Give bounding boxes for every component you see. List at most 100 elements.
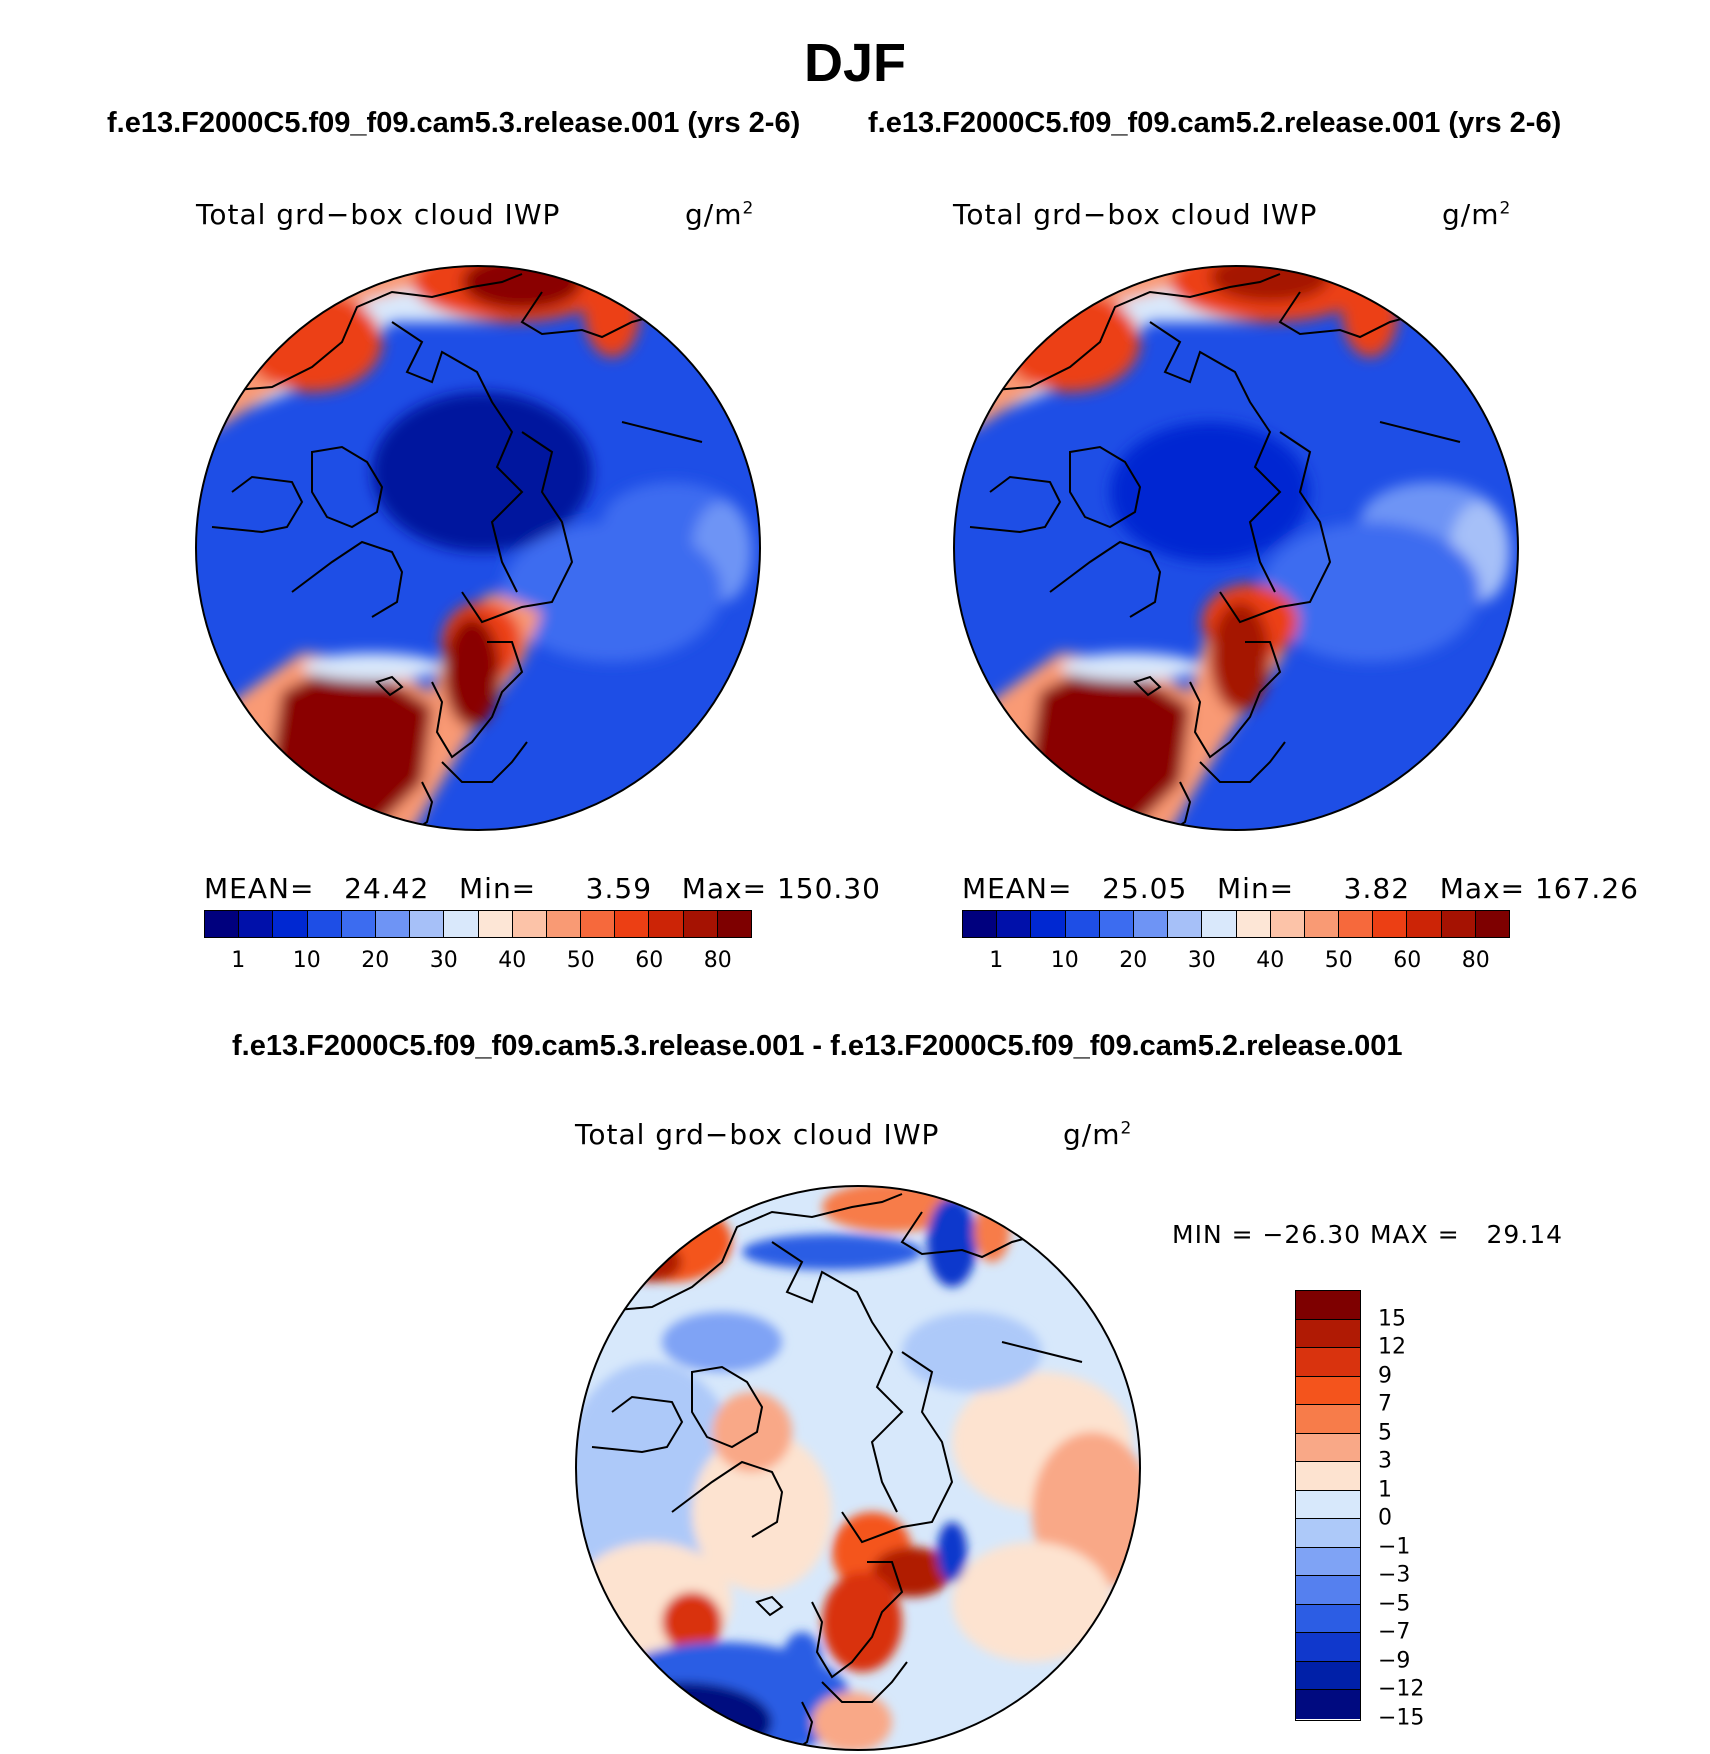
colorbar-tick-label: 15	[1378, 1306, 1406, 1331]
panel1-variable: Total grd−box cloud IWP	[196, 198, 561, 231]
colorbar-tick-label: 7	[1378, 1391, 1392, 1417]
colorbar-swatch	[1236, 911, 1271, 937]
colorbar-tick-label: 3	[1378, 1448, 1392, 1474]
colorbar-tick-label: 60	[1393, 948, 1422, 973]
colorbar-swatch	[307, 911, 342, 937]
colorbar-swatch	[1296, 1433, 1360, 1462]
colorbar-tick-label: 20	[361, 948, 390, 973]
colorbar-swatch	[1296, 1490, 1360, 1519]
colorbar-swatch	[1475, 911, 1509, 937]
colorbar-swatch	[444, 911, 479, 937]
colorbar-difference	[1295, 1290, 1361, 1721]
figure-title: DJF	[803, 33, 906, 93]
colorbar-swatch	[1202, 911, 1237, 937]
colorbar-swatch	[1296, 1661, 1360, 1690]
colorbar-swatch	[717, 911, 751, 937]
colorbar-tick-label: −12	[1378, 1676, 1425, 1702]
map-field	[576, 1186, 1140, 1750]
map-field	[196, 266, 760, 830]
colorbar-swatch	[1031, 911, 1066, 937]
colorbar-swatch	[649, 911, 684, 937]
colorbar-swatch	[615, 911, 650, 937]
colorbar-swatch	[1407, 911, 1442, 937]
colorbar-swatch	[1270, 911, 1305, 937]
colorbar-tick-label: 30	[1187, 948, 1216, 973]
polar-map-cam52	[953, 265, 1519, 831]
colorbar-tick-label: 1	[1378, 1477, 1392, 1502]
colorbar-swatch	[1339, 911, 1374, 937]
colorbar-swatch	[410, 911, 445, 937]
colorbar-tick-label: −3	[1378, 1562, 1411, 1588]
colorbar-swatch	[239, 911, 274, 937]
colorbar-tick-label: 1	[231, 948, 246, 973]
colorbar-tick-label: 5	[1378, 1420, 1392, 1445]
colorbar-swatch	[581, 911, 616, 937]
colorbar-swatch	[1373, 911, 1408, 937]
colorbar-tick-label: 0	[1378, 1505, 1392, 1531]
colorbar-tick-label: 10	[1050, 948, 1079, 973]
panel1-units: g/m2	[685, 198, 755, 231]
right-case-title: f.e13.F2000C5.f09_f09.cam5.2.release.001…	[868, 107, 1562, 139]
colorbar-swatch	[1296, 1633, 1360, 1662]
colorbar-tick-label: −5	[1378, 1591, 1411, 1616]
colorbar-tick-label: 40	[1256, 948, 1285, 973]
colorbar-tick-label: 80	[703, 948, 732, 973]
panel1-stats: MEAN= 24.42 Min= 3.59 Max= 150.30	[204, 872, 881, 905]
colorbar-swatch	[1168, 911, 1203, 937]
colorbar-swatch	[1296, 1462, 1360, 1491]
colorbar-tick-label: 9	[1378, 1363, 1392, 1388]
colorbar-swatch	[1296, 1519, 1360, 1548]
colorbar-panel1	[204, 910, 752, 938]
map-border	[195, 265, 761, 831]
difference-title: f.e13.F2000C5.f09_f09.cam5.3.release.001…	[232, 1030, 1403, 1062]
colorbar-swatch	[1296, 1376, 1360, 1405]
colorbar-swatch	[1133, 911, 1169, 937]
coastlines	[211, 271, 708, 830]
colorbar-tick-label: 12	[1378, 1334, 1406, 1360]
colorbar-swatch	[1296, 1319, 1360, 1348]
colorbar-swatch	[1296, 1690, 1360, 1719]
colorbar-swatch	[375, 911, 411, 937]
colorbar-tick-label: −15	[1378, 1705, 1425, 1730]
colorbar-tick-label: 10	[292, 948, 321, 973]
colorbar-tick-label: −1	[1378, 1534, 1411, 1559]
panel3-variable: Total grd−box cloud IWP	[575, 1118, 940, 1151]
map-field	[954, 266, 1518, 830]
colorbar-swatch	[205, 911, 240, 937]
polar-map-cam53	[195, 265, 761, 831]
colorbar-tick-label: −7	[1378, 1619, 1411, 1645]
colorbar-swatch	[1296, 1348, 1360, 1377]
colorbar-tick-label: 60	[635, 948, 664, 973]
colorbar-swatch	[683, 911, 718, 937]
colorbar-tick-label: −9	[1378, 1648, 1411, 1673]
colorbar-swatch	[1099, 911, 1134, 937]
colorbar-swatch	[1296, 1547, 1360, 1576]
colorbar-swatch	[546, 911, 582, 937]
panel2-variable: Total grd−box cloud IWP	[953, 198, 1318, 231]
colorbar-tick-label: 50	[1324, 948, 1353, 973]
colorbar-tick-label: 40	[498, 948, 527, 973]
map-border	[575, 1185, 1141, 1751]
panel2-stats: MEAN= 25.05 Min= 3.82 Max= 167.26	[962, 872, 1639, 905]
colorbar-swatch	[478, 911, 513, 937]
colorbar-swatch	[1296, 1604, 1360, 1633]
colorbar-swatch	[341, 911, 376, 937]
colorbar-swatch	[273, 911, 308, 937]
colorbar-tick-label: 30	[429, 948, 458, 973]
difference-minmax: MIN = −26.30 MAX = 29.14	[1172, 1220, 1564, 1249]
colorbar-tick-label: 50	[566, 948, 595, 973]
colorbar-swatch	[997, 911, 1032, 937]
colorbar-panel2	[962, 910, 1510, 938]
colorbar-swatch	[1296, 1576, 1360, 1605]
colorbar-swatch	[1296, 1291, 1360, 1320]
colorbar-tick-label: 80	[1461, 948, 1490, 973]
colorbar-swatch	[1296, 1405, 1360, 1434]
colorbar-swatch	[1304, 911, 1340, 937]
map-border	[953, 265, 1519, 831]
panel2-units: g/m2	[1442, 198, 1512, 231]
colorbar-tick-label: 1	[989, 948, 1004, 973]
colorbar-swatch	[512, 911, 547, 937]
polar-map-difference	[575, 1185, 1141, 1751]
panel3-units: g/m2	[1063, 1118, 1133, 1151]
colorbar-swatch	[963, 911, 998, 937]
